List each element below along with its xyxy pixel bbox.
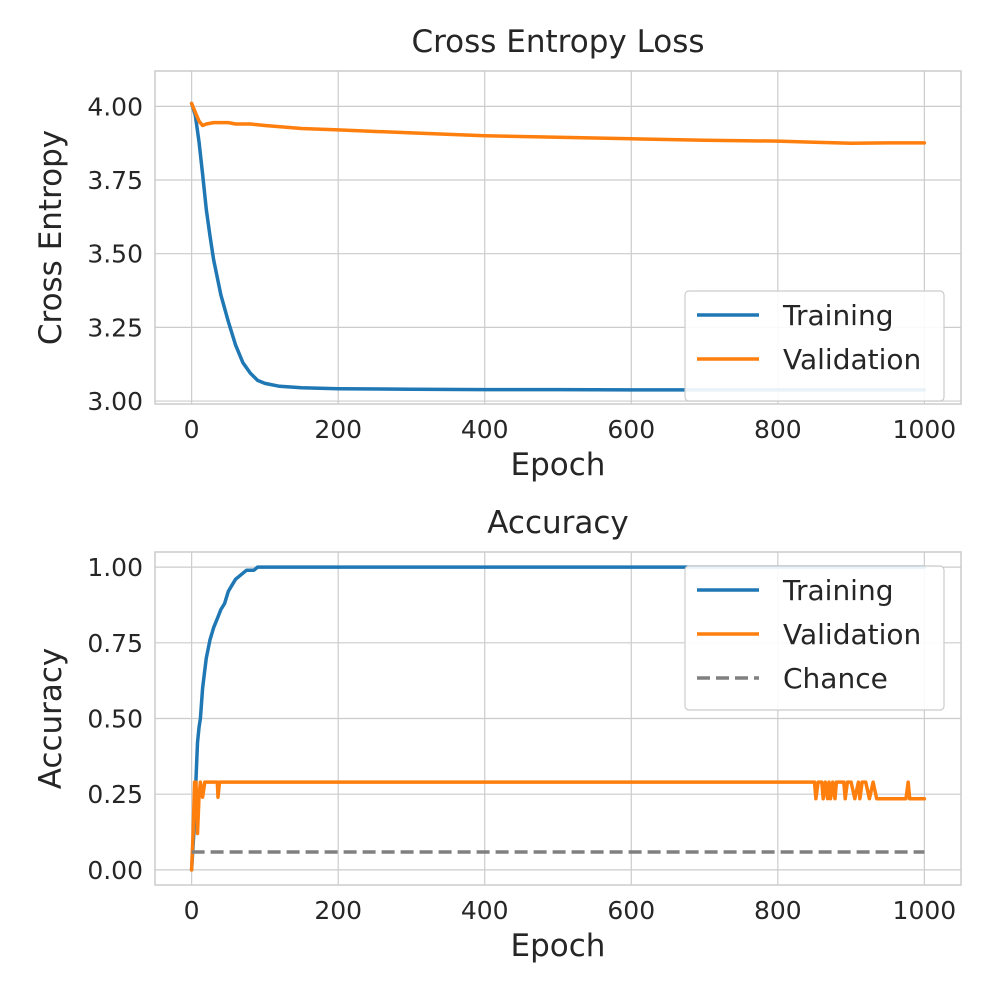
axes-frame bbox=[154, 70, 962, 405]
y-tick-label: 3.25 bbox=[87, 313, 143, 342]
y-tick-label: 0.50 bbox=[87, 705, 143, 734]
y-tick-label: 0.75 bbox=[87, 629, 143, 658]
series-line-training bbox=[189, 565, 927, 872]
x-tick-label: 200 bbox=[314, 896, 362, 925]
x-tick-label: 600 bbox=[607, 896, 655, 925]
legend-label-validation: Validation bbox=[783, 618, 921, 651]
series-line-validation bbox=[189, 780, 927, 872]
x-tick-label: 400 bbox=[461, 415, 509, 444]
x-tick-label: 1000 bbox=[893, 415, 957, 444]
x-tick-label: 0 bbox=[184, 415, 200, 444]
series-group bbox=[189, 565, 927, 872]
series-line-validation bbox=[189, 101, 927, 145]
x-tick-label: 1000 bbox=[893, 896, 957, 925]
y-tick-label: 3.00 bbox=[87, 387, 143, 416]
legend-label-training: Training bbox=[782, 299, 893, 332]
y-tick-label: 1.00 bbox=[87, 553, 143, 582]
x-tick-label: 400 bbox=[461, 896, 509, 925]
legend-label-chance: Chance bbox=[783, 662, 888, 695]
y-tick-label: 3.75 bbox=[87, 166, 143, 195]
series-group bbox=[189, 101, 927, 392]
x-axis-label: Epoch bbox=[511, 447, 606, 483]
y-tick-label: 0.25 bbox=[87, 780, 143, 809]
legend-box bbox=[684, 290, 945, 402]
chart-title: Cross Entropy Loss bbox=[411, 24, 704, 60]
y-tick-label: 3.50 bbox=[87, 240, 143, 269]
accuracy-chart: 0 200 400 600 800 1000 0.00 0.25 0.50 0.75 1.00 Acc… bbox=[33, 505, 962, 964]
chart-title: Accuracy bbox=[487, 505, 629, 541]
y-tick-label: 4.00 bbox=[87, 92, 143, 121]
y-axis-label: Accuracy bbox=[33, 648, 69, 790]
axes-frame bbox=[154, 551, 962, 886]
y-tick-label: 0.00 bbox=[87, 856, 143, 885]
legend-label-validation: Validation bbox=[783, 343, 921, 376]
x-tick-label: 600 bbox=[607, 415, 655, 444]
legend: Training Validation bbox=[684, 290, 945, 402]
legend-label-training: Training bbox=[782, 574, 893, 607]
legend: Training Validation Chance bbox=[684, 565, 945, 711]
x-tick-label: 800 bbox=[754, 415, 802, 444]
y-axis-label: Cross Entropy bbox=[33, 130, 69, 345]
x-tick-label: 0 bbox=[184, 896, 200, 925]
legend-box bbox=[684, 565, 945, 711]
x-tick-label: 800 bbox=[754, 896, 802, 925]
x-tick-label: 200 bbox=[314, 415, 362, 444]
loss-chart: 0 200 400 600 800 1000 3.00 3.25 3.50 3.75 4.00 Cro… bbox=[33, 24, 962, 483]
series-line-training bbox=[189, 101, 927, 392]
x-axis-label: Epoch bbox=[511, 928, 606, 964]
